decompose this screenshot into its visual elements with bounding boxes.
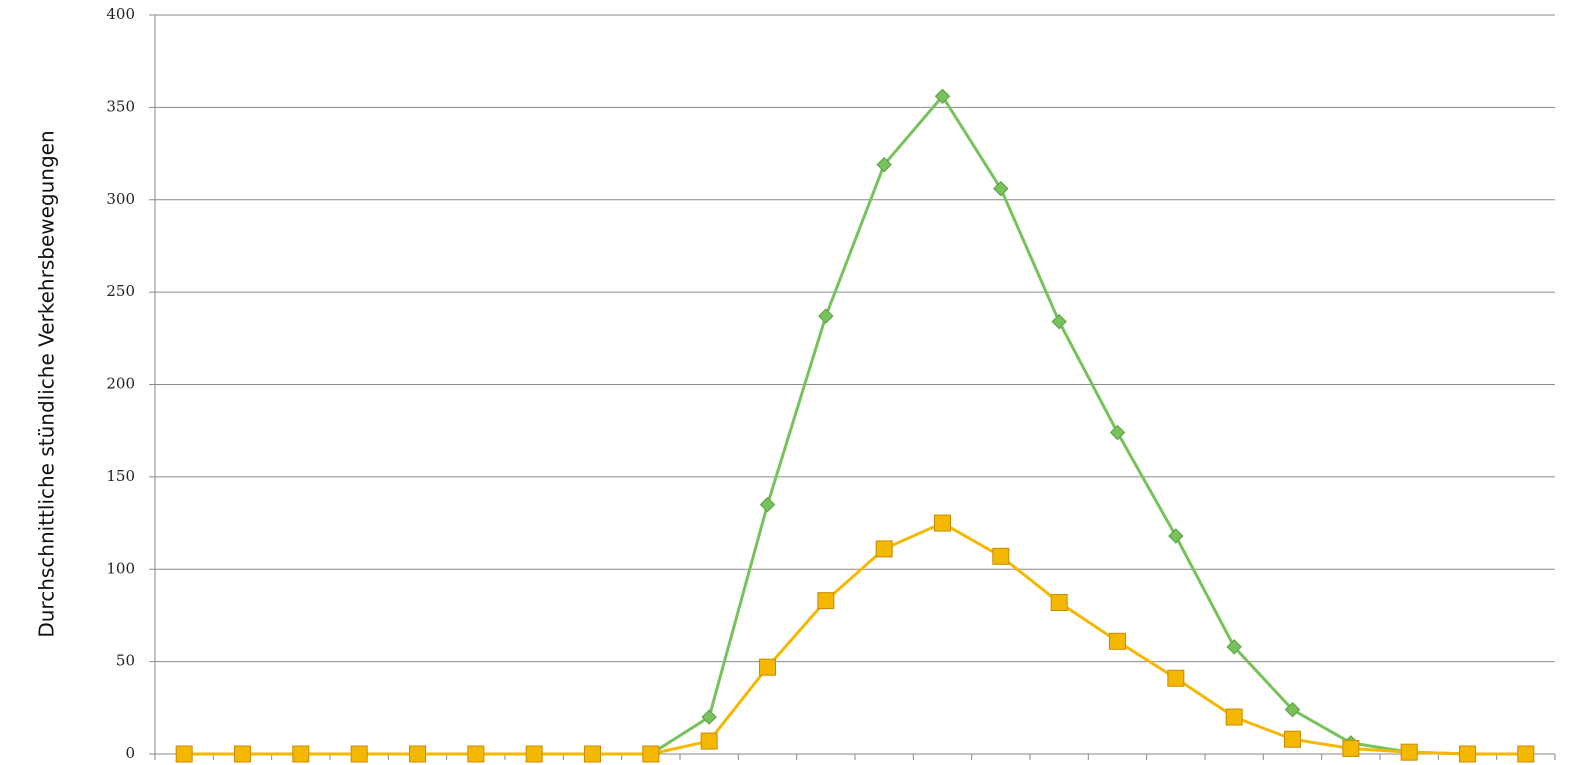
marker [934,514,951,532]
y-axis-title: Durchschnittliche stündliche Verkehrsbew… [35,130,59,637]
marker [467,745,485,763]
marker [1109,424,1126,441]
marker [1400,743,1418,761]
marker [701,709,717,725]
marker [525,745,543,763]
y-tick-label: 350 [106,97,135,115]
y-tick-label: 0 [125,744,135,762]
marker [993,180,1009,197]
y-tick-label: 100 [106,559,135,577]
marker [817,592,835,610]
marker [818,308,834,324]
marker [1109,632,1126,650]
marker [1050,594,1068,612]
marker [1459,745,1476,763]
marker [350,745,368,763]
marker [292,745,310,763]
marker [1284,701,1301,718]
y-tick-label: 50 [116,652,135,670]
marker [934,88,951,104]
marker [700,732,718,750]
marker [875,540,893,558]
marker [584,745,601,763]
marker [1168,528,1184,544]
series-line [184,93,1526,756]
y-tick-label: 250 [106,282,135,300]
y-tick-label: 300 [106,190,135,208]
marker [1226,639,1242,655]
marker [1284,730,1301,748]
marker [1225,708,1243,726]
y-tick-label: 200 [106,375,135,393]
marker [1517,745,1535,763]
marker [759,496,776,513]
marker [642,745,660,763]
marker [234,745,251,763]
marker [175,745,193,763]
marker [876,156,892,173]
y-tick-label: 150 [106,467,135,485]
marker [1167,669,1185,687]
marker [1051,313,1067,330]
marker [759,658,776,676]
marker [992,547,1010,565]
marker [1342,739,1360,757]
series-line [184,521,1526,756]
y-tick-label: 400 [106,5,135,23]
marker [409,745,426,763]
